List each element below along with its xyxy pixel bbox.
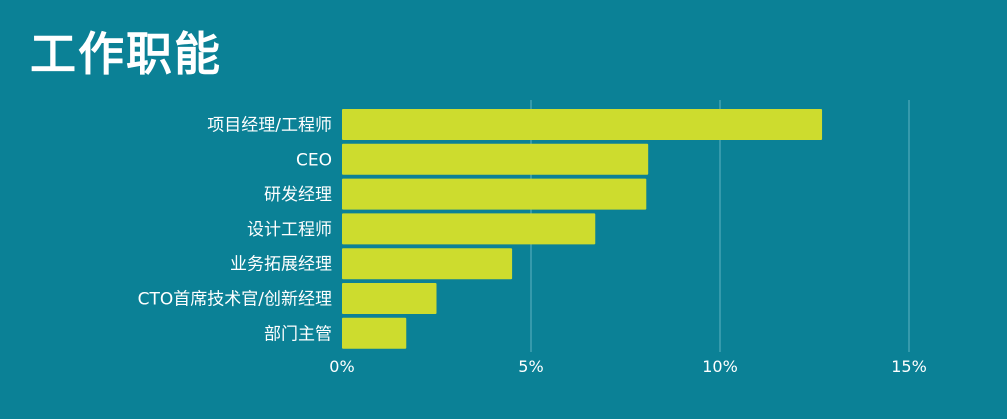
bar-6 <box>342 317 407 349</box>
category-label-1: CEO <box>296 150 332 170</box>
category-label-2: 研发经理 <box>264 185 332 205</box>
bar-3 <box>342 213 596 245</box>
category-label-3: 设计工程师 <box>247 220 332 240</box>
x-tick-label-1: 5% <box>518 357 543 376</box>
bar-0 <box>342 109 823 140</box>
bar-1 <box>342 143 649 175</box>
bar-5 <box>342 283 437 314</box>
bar-2 <box>342 178 647 210</box>
x-tick-label-2: 10% <box>702 357 738 376</box>
x-tick-label-0: 0% <box>329 357 354 376</box>
category-label-0: 项目经理/工程师 <box>207 116 332 136</box>
category-label-6: 部门主管 <box>264 324 332 344</box>
category-label-4: 业务拓展经理 <box>230 255 332 275</box>
category-label-5: CTO首席技术官/创新经理 <box>138 290 332 310</box>
bar-4 <box>342 248 513 280</box>
page-title: 工作职能 <box>30 27 222 81</box>
x-tick-label-3: 15% <box>891 357 927 376</box>
